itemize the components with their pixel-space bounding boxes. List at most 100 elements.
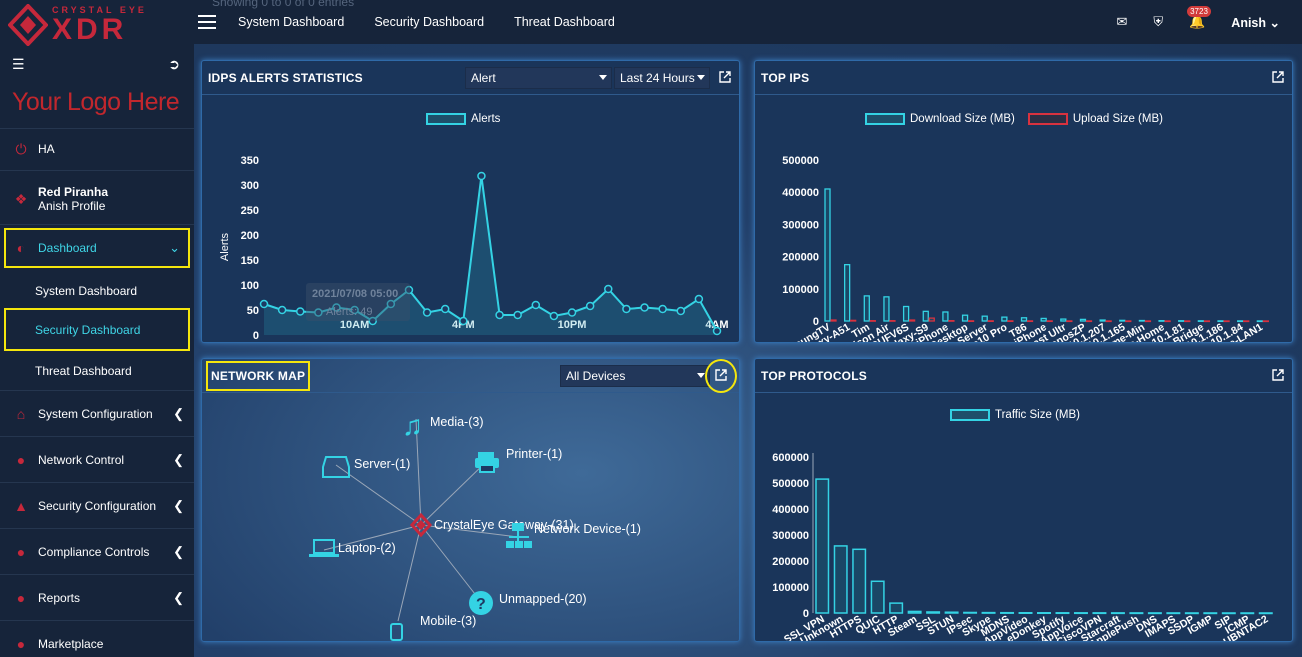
bell-icon[interactable]: 🔔 3723 [1187,6,1211,30]
sidebar-item-reports[interactable]: ● Reports ❮ [0,587,194,609]
series-area [264,176,717,335]
data-point [694,294,704,304]
data-point [658,304,667,314]
dropdown-arrow-icon [599,75,607,80]
sidebar-item-ha[interactable]: ⏻ HA [0,138,194,160]
bar [833,545,848,614]
chevron-left-icon: ❮ [173,452,184,467]
external-link-icon[interactable] [1272,71,1284,83]
data-point [567,308,577,317]
dropdown-arrow-icon [697,75,705,80]
bar [850,319,857,322]
sidebar-item-system-configuration[interactable]: ⌂ System Configuration ❮ [0,403,194,425]
bar [1000,611,1015,614]
marketplace-icon: ● [16,636,26,652]
sidebar-item-marketplace[interactable]: ● Marketplace [0,633,194,655]
top-protocols-panel: TOP PROTOCOLS Traffic Size (MB) 0 100000 2… [754,358,1293,642]
bar [1092,612,1107,615]
user-menu[interactable]: Anish ⌄ [1231,15,1280,30]
printer-node[interactable]: Printer-(1) [475,447,562,473]
data-point [712,326,722,336]
node-label: Laptop-(2) [338,541,396,555]
bar [1046,320,1053,323]
sidebar-item-label: Security Configuration [38,499,157,513]
sidebar-subitem-label: Security Dashboard [35,322,141,337]
chevron-left-icon: ❮ [173,590,184,605]
data-point [422,308,432,317]
bar [907,610,922,614]
bar [1262,320,1269,323]
y-tick-label: 500000 [782,155,819,167]
network-map-panel: NETWORK MAP All Devices CrystalEye Gatew… [201,358,740,642]
data-point [459,316,468,326]
x-tick-label: 10AM [340,319,369,331]
bar [942,311,949,322]
data-point [477,171,486,181]
gateway-node[interactable]: CrystalEye Gateway-(31) [409,512,574,538]
topnav-system-dashboard[interactable]: System Dashboard [238,15,345,29]
unmapped-node[interactable]: ? Unmapped-(20) [469,591,587,615]
data-point [549,311,559,321]
mobile-node[interactable]: Mobile-(3) [390,614,476,641]
sidebar-item-compliance-controls[interactable]: ● Compliance Controls ❮ [0,541,194,563]
sidebar-item-label: Marketplace [38,637,104,651]
bar [928,317,935,322]
topnav-security-dashboard[interactable]: Security Dashboard [374,15,485,29]
globe-icon: ● [16,452,26,468]
hard-drive-icon [322,456,350,478]
mail-icon[interactable]: ✉ [1116,14,1128,29]
sidebar-subitem-system-dashboard[interactable]: System Dashboard [0,280,194,302]
topnav-threat-dashboard[interactable]: Threat Dashboard [514,15,615,29]
bar [852,548,867,614]
y-tick-label: 100 [241,280,259,292]
gateway-label: CrystalEye Gateway-(31) [434,518,574,532]
sidebar-item-dashboard[interactable]: ◐ Dashboard ⌄ [4,228,190,268]
sidebar-item-network-control[interactable]: ● Network Control ❮ [0,449,194,471]
bar [1001,316,1008,322]
menu-icon[interactable]: ☰ [12,56,25,72]
chart-legend: Download Size (MB) Upload Size (MB) [865,113,1163,125]
shield-icon[interactable]: ⛨ [1153,14,1164,29]
external-link-icon[interactable] [715,369,727,381]
sidebar-profile[interactable]: ❖ Red Piranha Anish Profile [0,182,194,216]
brand-logo[interactable]: CRYSTAL EYE XDR [0,0,194,50]
time-range-select[interactable]: Last 24 Hours [614,67,710,89]
laptop-icon [309,539,339,557]
chevron-down-icon: ⌄ [1269,15,1280,30]
sidebar-subitem-security-dashboard[interactable]: Security Dashboard [4,308,190,351]
laptop-node[interactable]: Laptop-(2) [309,539,396,557]
y-tick-label: 250 [241,205,259,217]
sidebar-item-label: Network Control [38,453,125,467]
device-filter-select[interactable]: All Devices [560,365,710,387]
bar [1203,612,1218,615]
hamburger-icon[interactable] [198,15,216,29]
network-map-graph: CrystalEye Gateway-(31) ♫ Media-(3) Prin… [309,410,641,641]
media-node[interactable]: ♫ Media-(3) [402,410,484,441]
data-point [332,303,341,312]
network-device-node[interactable]: Network Device-(1) [506,522,641,548]
logout-icon[interactable]: ➲ [168,56,180,72]
y-tick-label: 50 [247,305,259,317]
sidebar-item-security-configuration[interactable]: ▲ Security Configuration ❮ [0,495,194,517]
sidebar-item-label: Reports [38,591,81,605]
y-tick-label: 600000 [772,452,809,464]
server-node[interactable]: Server-(1) [322,456,410,478]
bar [1178,320,1185,322]
external-link-icon[interactable] [1272,369,1284,381]
bar [1129,612,1144,615]
crystal-eye-logo-icon [8,4,48,46]
bar [889,320,896,322]
data-point [604,284,613,294]
profile-sub: Anish Profile [38,199,106,213]
y-axis-label: Alerts [219,232,231,261]
bar [869,320,876,322]
music-note-icon: ♫ [402,410,423,441]
sidebar-subitem-threat-dashboard[interactable]: Threat Dashboard [0,360,194,382]
y-tick-label: 300000 [772,530,809,542]
bar [824,188,831,322]
alert-type-select[interactable]: Alert [465,67,612,89]
legend-swatch [1027,113,1068,125]
external-link-icon[interactable] [719,71,731,83]
profile-name: Red Piranha [38,185,109,199]
bar [1243,320,1250,323]
